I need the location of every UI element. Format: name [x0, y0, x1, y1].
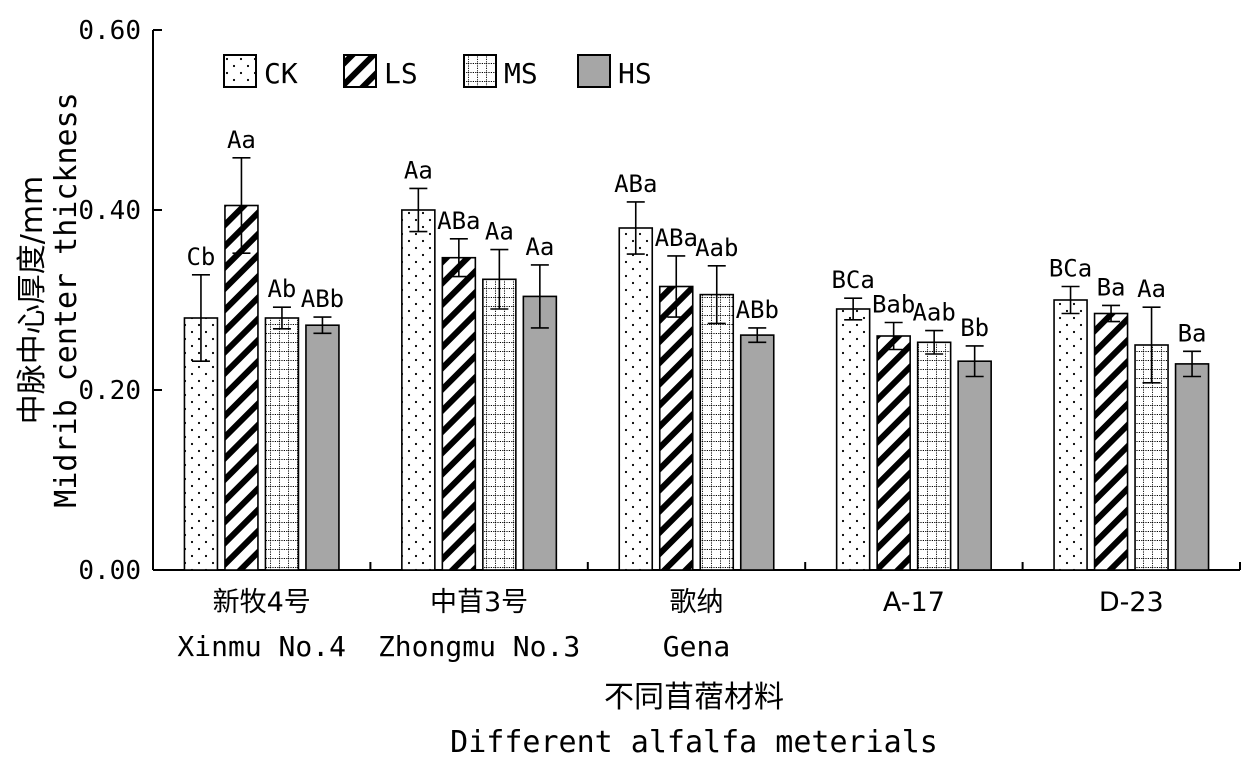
bar-ls — [224, 204, 259, 571]
significance-label: ABb — [301, 285, 344, 313]
legend-label-ls: LS — [384, 57, 418, 90]
x-tick-label: D-23 — [1099, 587, 1164, 618]
bar-ms — [482, 278, 517, 571]
significance-label: BCa — [831, 266, 874, 294]
x-tick-label-en: Xinmu No.4 — [177, 630, 346, 663]
bar-ck — [618, 227, 654, 571]
bar-hs — [1174, 363, 1210, 571]
x-tick-label: 歌纳 — [670, 587, 724, 618]
significance-label: Aa — [485, 218, 514, 246]
bar-ls — [658, 285, 694, 571]
bar-ck — [401, 209, 436, 571]
bar-ls — [441, 256, 477, 571]
y-axis-title-en: Midrib center thickness — [49, 92, 84, 507]
x-tick-label: 新牧4号 — [213, 587, 311, 618]
significance-label: Aa — [404, 156, 433, 184]
x-axis-title-cn: 不同苜蓿材料 — [604, 680, 784, 715]
significance-label: Ab — [267, 275, 296, 303]
significance-label: Aa — [1137, 275, 1166, 303]
bar-ls — [1093, 312, 1129, 571]
significance-label: Cb — [186, 243, 215, 271]
bar-hs — [957, 360, 992, 571]
bar-ms — [264, 317, 300, 571]
bar-ms — [699, 293, 735, 571]
significance-label: Ba — [1097, 273, 1126, 301]
significance-label: Aa — [525, 233, 554, 261]
legend-label-hs: HS — [618, 57, 652, 90]
significance-label: Aa — [227, 126, 256, 154]
y-tick-label: 0.60 — [78, 16, 141, 46]
legend: CK LS MS HS — [223, 54, 652, 90]
x-tick-label: A-17 — [883, 587, 945, 618]
significance-label: Ba — [1178, 319, 1207, 347]
significance-label: ABa — [655, 224, 698, 252]
legend-label-ck: CK — [264, 57, 298, 90]
bar-hs — [305, 324, 340, 571]
significance-label: BCa — [1049, 255, 1092, 283]
bar-hs — [522, 295, 558, 571]
bar-ms — [916, 341, 952, 571]
y-axis-title-cn: 中脉中心厚度/mm — [15, 176, 50, 425]
y-tick-label: 0.40 — [78, 196, 141, 226]
x-tick-label-en: Gena — [663, 630, 730, 663]
legend-label-ms: MS — [504, 57, 538, 90]
bar-ck — [1053, 299, 1088, 571]
x-tick-label-en: Zhongmu No.3 — [378, 630, 580, 663]
bar-hs — [739, 334, 775, 571]
y-tick-label: 0.00 — [78, 556, 141, 586]
significance-label: Aab — [695, 234, 738, 262]
legend-swatch-ls — [343, 54, 377, 88]
bar-ls — [876, 335, 911, 571]
significance-label: ABa — [437, 207, 480, 235]
significance-label: Bab — [872, 291, 915, 319]
x-axis-title-en: Different alfalfa meterials — [450, 725, 938, 760]
legend-swatch-ck — [223, 54, 257, 88]
significance-label: ABb — [736, 296, 779, 324]
axes: 0.00 0.20 0.40 0.60 新牧4号 Xinmu No.4 中苜3号 Zhongm… — [78, 16, 1241, 663]
significance-label: ABa — [614, 170, 657, 198]
y-tick-label: 0.20 — [78, 376, 141, 406]
legend-swatch-ms — [463, 54, 497, 88]
significance-label: Bb — [960, 314, 989, 342]
bar-ck — [835, 308, 871, 571]
x-tick-label: 中苜3号 — [430, 587, 528, 618]
significance-label: Aab — [912, 299, 955, 327]
legend-swatch-hs — [577, 54, 611, 88]
